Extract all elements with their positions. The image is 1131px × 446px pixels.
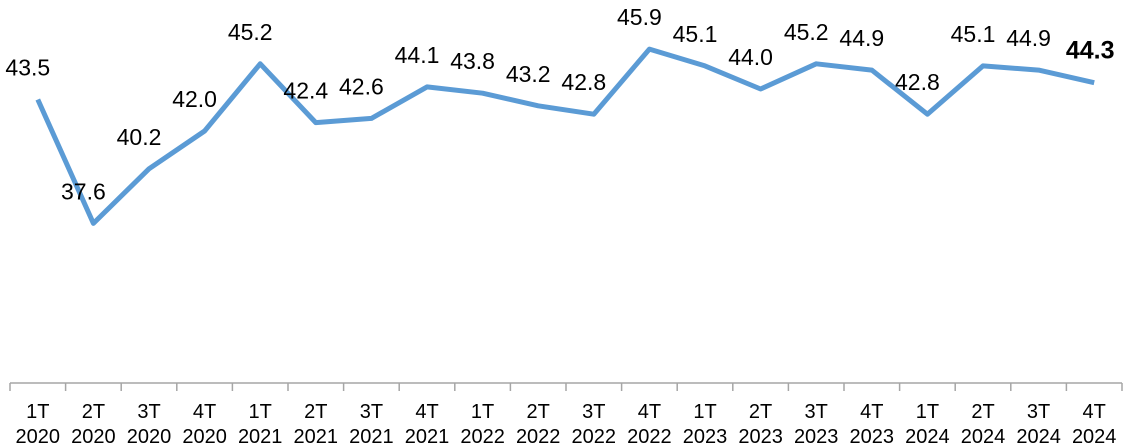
x-tick-label: 4T 2024 xyxy=(1072,401,1117,446)
x-tick-label: 1T 2022 xyxy=(460,401,505,446)
x-tick-label: 2T 2020 xyxy=(71,401,116,446)
data-label: 45.1 xyxy=(673,21,718,47)
x-tick-label: 4T 2021 xyxy=(405,401,450,446)
x-tick-label: 1T 2020 xyxy=(16,401,61,446)
data-label: 42.8 xyxy=(561,69,606,95)
data-label: 44.3 xyxy=(1066,37,1115,65)
data-label: 42.4 xyxy=(283,78,328,104)
x-tick-label: 3T 2022 xyxy=(572,401,617,446)
data-label: 42.8 xyxy=(895,69,940,95)
data-label: 40.2 xyxy=(117,124,162,150)
data-label: 45.2 xyxy=(784,19,829,45)
x-tick-label: 4T 2020 xyxy=(182,401,227,446)
data-label: 43.8 xyxy=(450,48,495,74)
data-label: 44.9 xyxy=(1006,25,1051,51)
x-tick-label: 3T 2024 xyxy=(1016,401,1061,446)
data-label: 43.5 xyxy=(5,55,50,81)
x-tick-label: 4T 2022 xyxy=(627,401,672,446)
x-tick-label: 3T 2020 xyxy=(127,401,172,446)
data-label: 44.0 xyxy=(728,44,773,70)
data-label: 43.2 xyxy=(506,61,551,87)
data-label: 45.2 xyxy=(228,19,273,45)
data-label: 37.6 xyxy=(61,178,106,204)
data-label: 44.1 xyxy=(395,42,440,68)
data-label: 42.6 xyxy=(339,73,384,99)
data-label: 45.9 xyxy=(617,4,662,30)
data-label: 42.0 xyxy=(172,86,217,112)
x-tick-label: 1T 2024 xyxy=(905,401,950,446)
series-line xyxy=(35,46,1095,226)
x-tick-label: 3T 2023 xyxy=(794,401,839,446)
x-tick-label: 3T 2021 xyxy=(349,401,394,446)
x-tick-label: 2T 2023 xyxy=(738,401,783,446)
x-tick-label: 2T 2022 xyxy=(516,401,561,446)
data-label: 44.9 xyxy=(839,25,884,51)
data-label: 45.1 xyxy=(951,21,996,47)
x-tick-label: 1T 2023 xyxy=(683,401,728,446)
x-tick-label: 4T 2023 xyxy=(850,401,895,446)
x-tick-label: 2T 2021 xyxy=(294,401,339,446)
x-tick-label: 1T 2021 xyxy=(238,401,283,446)
x-tick-label: 2T 2024 xyxy=(961,401,1006,446)
